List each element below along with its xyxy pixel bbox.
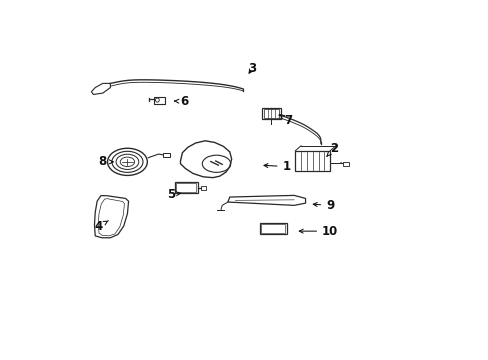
Text: 8: 8 [98, 156, 113, 168]
Text: 10: 10 [299, 225, 338, 238]
Text: 5: 5 [166, 188, 181, 201]
Text: 9: 9 [313, 199, 334, 212]
Text: 1: 1 [264, 160, 290, 173]
Text: 6: 6 [174, 95, 188, 108]
Text: 4: 4 [95, 220, 108, 233]
Text: 7: 7 [279, 114, 292, 127]
Text: 2: 2 [326, 142, 337, 156]
Text: 3: 3 [248, 62, 256, 75]
